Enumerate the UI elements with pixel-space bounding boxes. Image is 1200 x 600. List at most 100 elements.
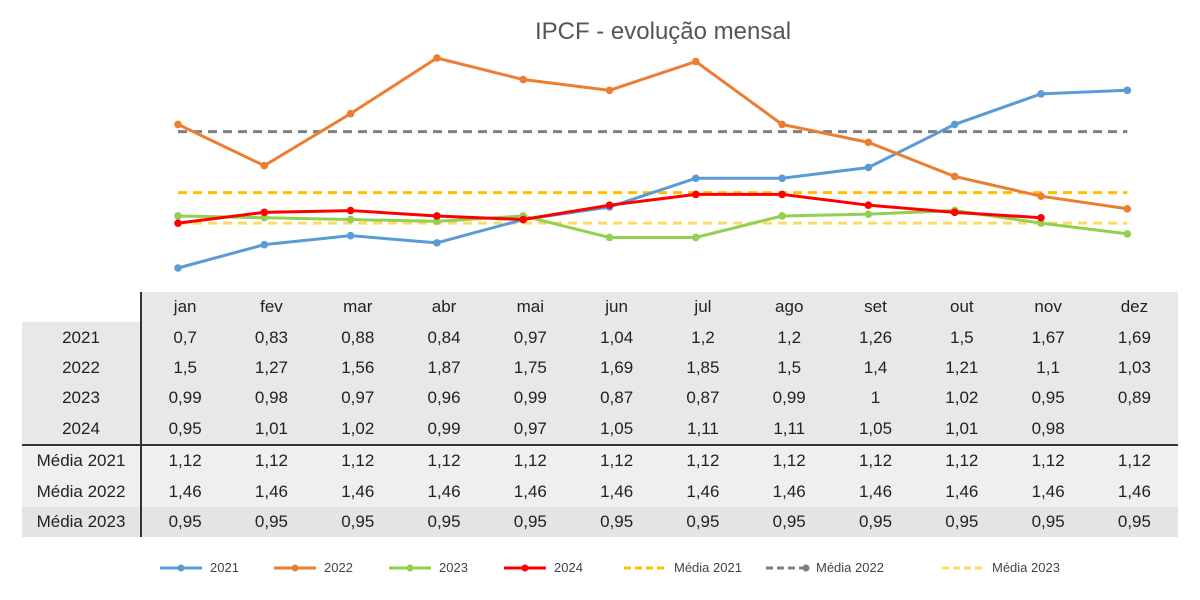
legend-swatch (504, 564, 546, 571)
legend-item-2021: 2021 (158, 560, 239, 575)
table-cell: 1 (832, 383, 919, 414)
legend-label: 2023 (439, 560, 468, 575)
data-point-2021-set (864, 163, 873, 172)
table-cell: 1,46 (228, 476, 315, 507)
table-cell: 1,75 (487, 352, 574, 384)
table-cell: 0,95 (573, 506, 660, 538)
data-point-2024-ago (778, 190, 786, 199)
column-header-jan: jan (141, 292, 229, 323)
table-cell: 0,87 (659, 383, 747, 414)
table-cell: 0,98 (1004, 413, 1092, 445)
data-point-2023-jul (692, 233, 700, 242)
column-header-nov: nov (1004, 292, 1092, 323)
row-header: Média 2022 (22, 476, 142, 507)
table-cell: 0,97 (314, 383, 401, 414)
table-cell: 0,7 (141, 322, 229, 353)
table-cell: 0,99 (141, 383, 229, 414)
table-row: 2022 1,5 1,27 1,56 1,87 1,75 1,69 1,85 1,5 1,4 1,2… (22, 352, 1178, 384)
table-row: 2024 0,95 1,01 1,02 0,99 0,97 1,05 1,11 1,11 1,05… (22, 413, 1178, 445)
legend-label: Média 2023 (992, 560, 1060, 575)
data-point-2022-mai (519, 75, 527, 84)
table-cell: 0,95 (1004, 506, 1092, 538)
table-cell: 1,05 (573, 413, 660, 445)
legend-swatch (766, 564, 810, 571)
legend-swatch (389, 564, 431, 571)
table-cell: 1,27 (228, 352, 315, 384)
table-cell: 1,2 (746, 322, 833, 353)
data-point-2023-dez (1123, 230, 1132, 238)
data-point-2022-abr (433, 54, 441, 62)
data-point-2021-dez (1123, 86, 1132, 95)
table-cell: 1,1 (1004, 352, 1092, 384)
table-cell: 0,97 (487, 322, 574, 353)
legend-swatch (942, 566, 984, 569)
table-cell: 0,95 (228, 506, 315, 538)
table-cell: 1,05 (832, 413, 919, 445)
data-point-2023-abr (433, 217, 441, 226)
legend-label: Média 2021 (674, 560, 742, 575)
table-cell: 0,95 (746, 506, 833, 538)
table-cell: 0,98 (228, 383, 315, 414)
table-cell: 0,95 (659, 506, 747, 538)
table-cell: 1,69 (573, 352, 660, 384)
data-point-2023-mar (346, 215, 355, 224)
table-cell: 1,46 (487, 476, 574, 507)
table-cell: 0,84 (400, 322, 488, 353)
table-cell: 0,87 (573, 383, 660, 414)
legend-item-media-2023: Média 2023 (940, 560, 1060, 575)
table-cell: 1,01 (918, 413, 1005, 445)
table-row: Média 2023 0,95 0,95 0,95 0,95 0,95 0,95 0,95 0,… (22, 506, 1178, 538)
table-cell: 1,69 (1091, 322, 1178, 353)
column-header-abr: abr (400, 292, 488, 323)
data-point-2023-nov (1037, 219, 1045, 227)
data-point-2022-set (864, 138, 873, 147)
data-point-2021-mar (346, 231, 355, 240)
data-point-2021-ago (778, 174, 786, 183)
row-header: 2022 (22, 352, 142, 384)
table-cell: 0,95 (141, 506, 229, 538)
data-point-2024-fev (260, 208, 269, 217)
data-point-2021-abr (433, 239, 441, 247)
line-plot (174, 54, 1132, 272)
table-cell: 1,12 (918, 443, 1005, 477)
table-cell: 1,46 (918, 476, 1005, 507)
column-header-jul: jul (659, 292, 747, 323)
legend-swatch (624, 566, 666, 569)
row-header: Média 2021 (22, 443, 142, 477)
table-cell: 1,26 (832, 322, 919, 353)
row-header: 2023 (22, 383, 142, 414)
data-point-2024-out (950, 208, 959, 217)
table-cell: 1,12 (1091, 443, 1178, 477)
table-cell: 1,12 (659, 443, 747, 477)
table-cell: 0,99 (400, 413, 488, 445)
table-cell: 1,12 (832, 443, 919, 477)
table-cell: 1,12 (487, 443, 574, 477)
data-point-2024-jul (692, 190, 700, 199)
table-cell: 0,97 (487, 413, 574, 445)
table-cell: 1,56 (314, 352, 401, 384)
table-cell: 0,95 (314, 506, 401, 538)
table-cell: 1,03 (1091, 352, 1178, 384)
data-point-2022-jan (174, 120, 182, 129)
data-point-2022-dez (1123, 204, 1132, 213)
table-cell: 0,83 (228, 322, 315, 353)
table-cell: 1,46 (1091, 476, 1178, 507)
data-point-2022-fev (260, 161, 269, 170)
column-header-jun: jun (573, 292, 660, 323)
table-cell: 1,46 (832, 476, 919, 507)
column-header-set: set (832, 292, 919, 323)
legend-swatch (160, 564, 202, 571)
table-cell: 0,95 (1091, 506, 1178, 538)
table-cell: 1,02 (918, 383, 1005, 414)
table-cell: 1,87 (400, 352, 488, 384)
table-cell: 0,99 (746, 383, 833, 414)
column-header-mai: mai (487, 292, 574, 323)
data-point-2023-fev (260, 213, 269, 222)
table-cell: 0,95 (1004, 383, 1092, 414)
table-cell: 1,5 (141, 352, 229, 384)
row-header: 2021 (22, 322, 142, 353)
table-cell: 1,11 (746, 413, 833, 445)
data-point-2023-ago (778, 212, 786, 220)
data-point-2023-jun (605, 233, 614, 242)
table-cell: 1,46 (746, 476, 833, 507)
